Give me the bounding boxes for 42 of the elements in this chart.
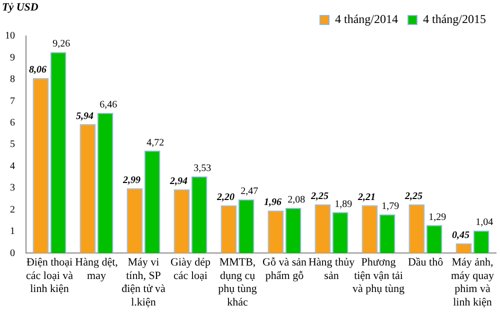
data-label: 2,25 [310, 190, 328, 202]
x-tick-label: Máy vi tính, SP điện tử và l.kiện [122, 256, 166, 308]
data-label: 2,20 [216, 192, 234, 203]
x-tick-label: Điện thoại các loại và linh kiện [26, 256, 74, 296]
data-label: 1,89 [334, 198, 352, 210]
y-tick-label: 10 [5, 30, 15, 42]
x-tick-label: Hàng dệt, may [75, 256, 118, 282]
y-tick-label: 9 [10, 52, 15, 64]
data-label: 2,25 [404, 190, 422, 202]
data-label: 2,94 [168, 176, 188, 187]
x-tick-label: Gỗ và sản phẩm gỗ [262, 256, 307, 282]
y-tick-label: 4 [10, 160, 15, 172]
x-tick-label: Dầu thô [408, 256, 444, 269]
data-label: 4,72 [146, 137, 164, 148]
y-tick-label: 6 [10, 118, 15, 129]
y-tick-label: 0 [10, 248, 15, 259]
data-label: 2,08 [288, 194, 306, 206]
data-label: 2,21 [356, 192, 376, 203]
legend-label: 4 tháng/2015 [423, 12, 486, 26]
data-label: 0,45 [452, 230, 470, 242]
y-tick-label: 5 [10, 139, 15, 150]
y-tick-label: 3 [10, 182, 15, 194]
data-label: 8,06 [28, 64, 46, 76]
legend-label: 4 tháng/2014 [335, 12, 398, 26]
y-tick-label: 2 [10, 204, 15, 216]
y-tick-label: 7 [10, 96, 15, 107]
data-label: 1,29 [428, 212, 446, 223]
y-tick-label: 1 [10, 226, 15, 238]
data-label: 2,99 [122, 174, 140, 186]
data-label: 6,46 [100, 100, 118, 111]
data-label: 3,53 [194, 163, 212, 174]
data-label: 1,79 [382, 200, 400, 212]
y-axis-title: Tỷ USD [2, 1, 38, 14]
x-tick-label: Máy ảnh, máy quay phim và linh kiện [450, 256, 495, 308]
data-label: 1,96 [264, 197, 282, 208]
x-tick-label: MMTB, dụng cụ phụ tùng khác [218, 256, 258, 308]
data-label: 9,26 [52, 38, 70, 50]
data-label: 1,04 [476, 217, 494, 228]
data-label: 5,94 [76, 110, 94, 122]
y-tick-label: 8 [10, 74, 15, 86]
x-tick-label: Giày dép các loại [170, 256, 212, 282]
data-label: 2,47 [240, 186, 258, 198]
